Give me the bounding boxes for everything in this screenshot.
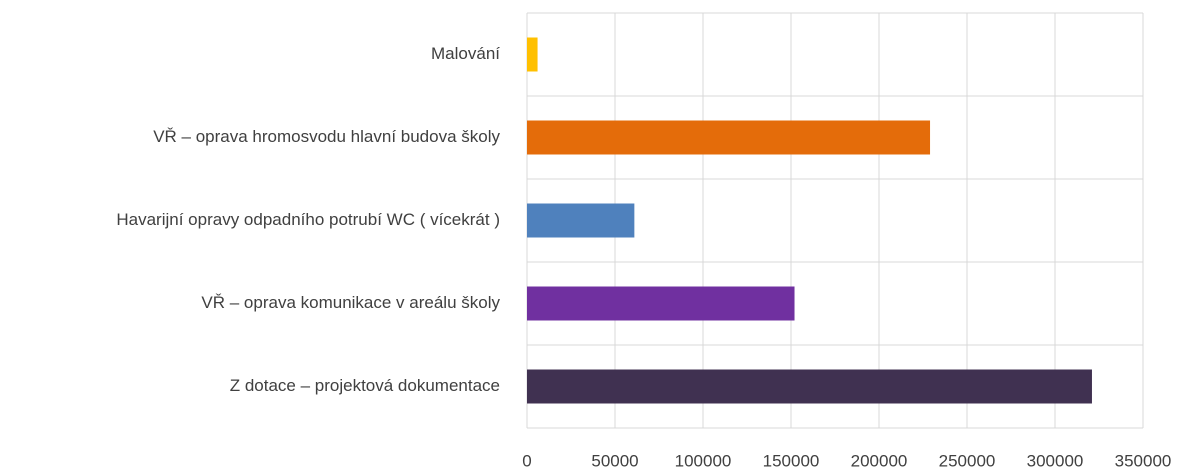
x-tick-label: 300000 xyxy=(1027,451,1084,468)
x-tick-label: 250000 xyxy=(939,451,996,468)
x-tick-label: 100000 xyxy=(675,451,732,468)
x-tick-label: 350000 xyxy=(1115,451,1172,468)
y-tick-label: Z dotace – projektová dokumentace xyxy=(230,376,500,395)
bar xyxy=(527,369,1092,404)
x-tick-label: 200000 xyxy=(851,451,908,468)
x-tick-label: 0 xyxy=(522,451,531,468)
bar xyxy=(527,203,635,238)
x-tick-label: 150000 xyxy=(763,451,820,468)
bar xyxy=(527,286,795,321)
y-tick-label: Havarijní opravy odpadního potrubí WC ( … xyxy=(116,210,500,229)
y-tick-label: Malování xyxy=(431,44,500,63)
y-tick-label: VŘ – oprava komunikace v areálu školy xyxy=(201,293,500,312)
bar xyxy=(527,120,931,155)
bar xyxy=(527,37,538,72)
y-tick-label: VŘ – oprava hromosvodu hlavní budova ško… xyxy=(153,127,500,146)
x-tick-label: 50000 xyxy=(591,451,638,468)
